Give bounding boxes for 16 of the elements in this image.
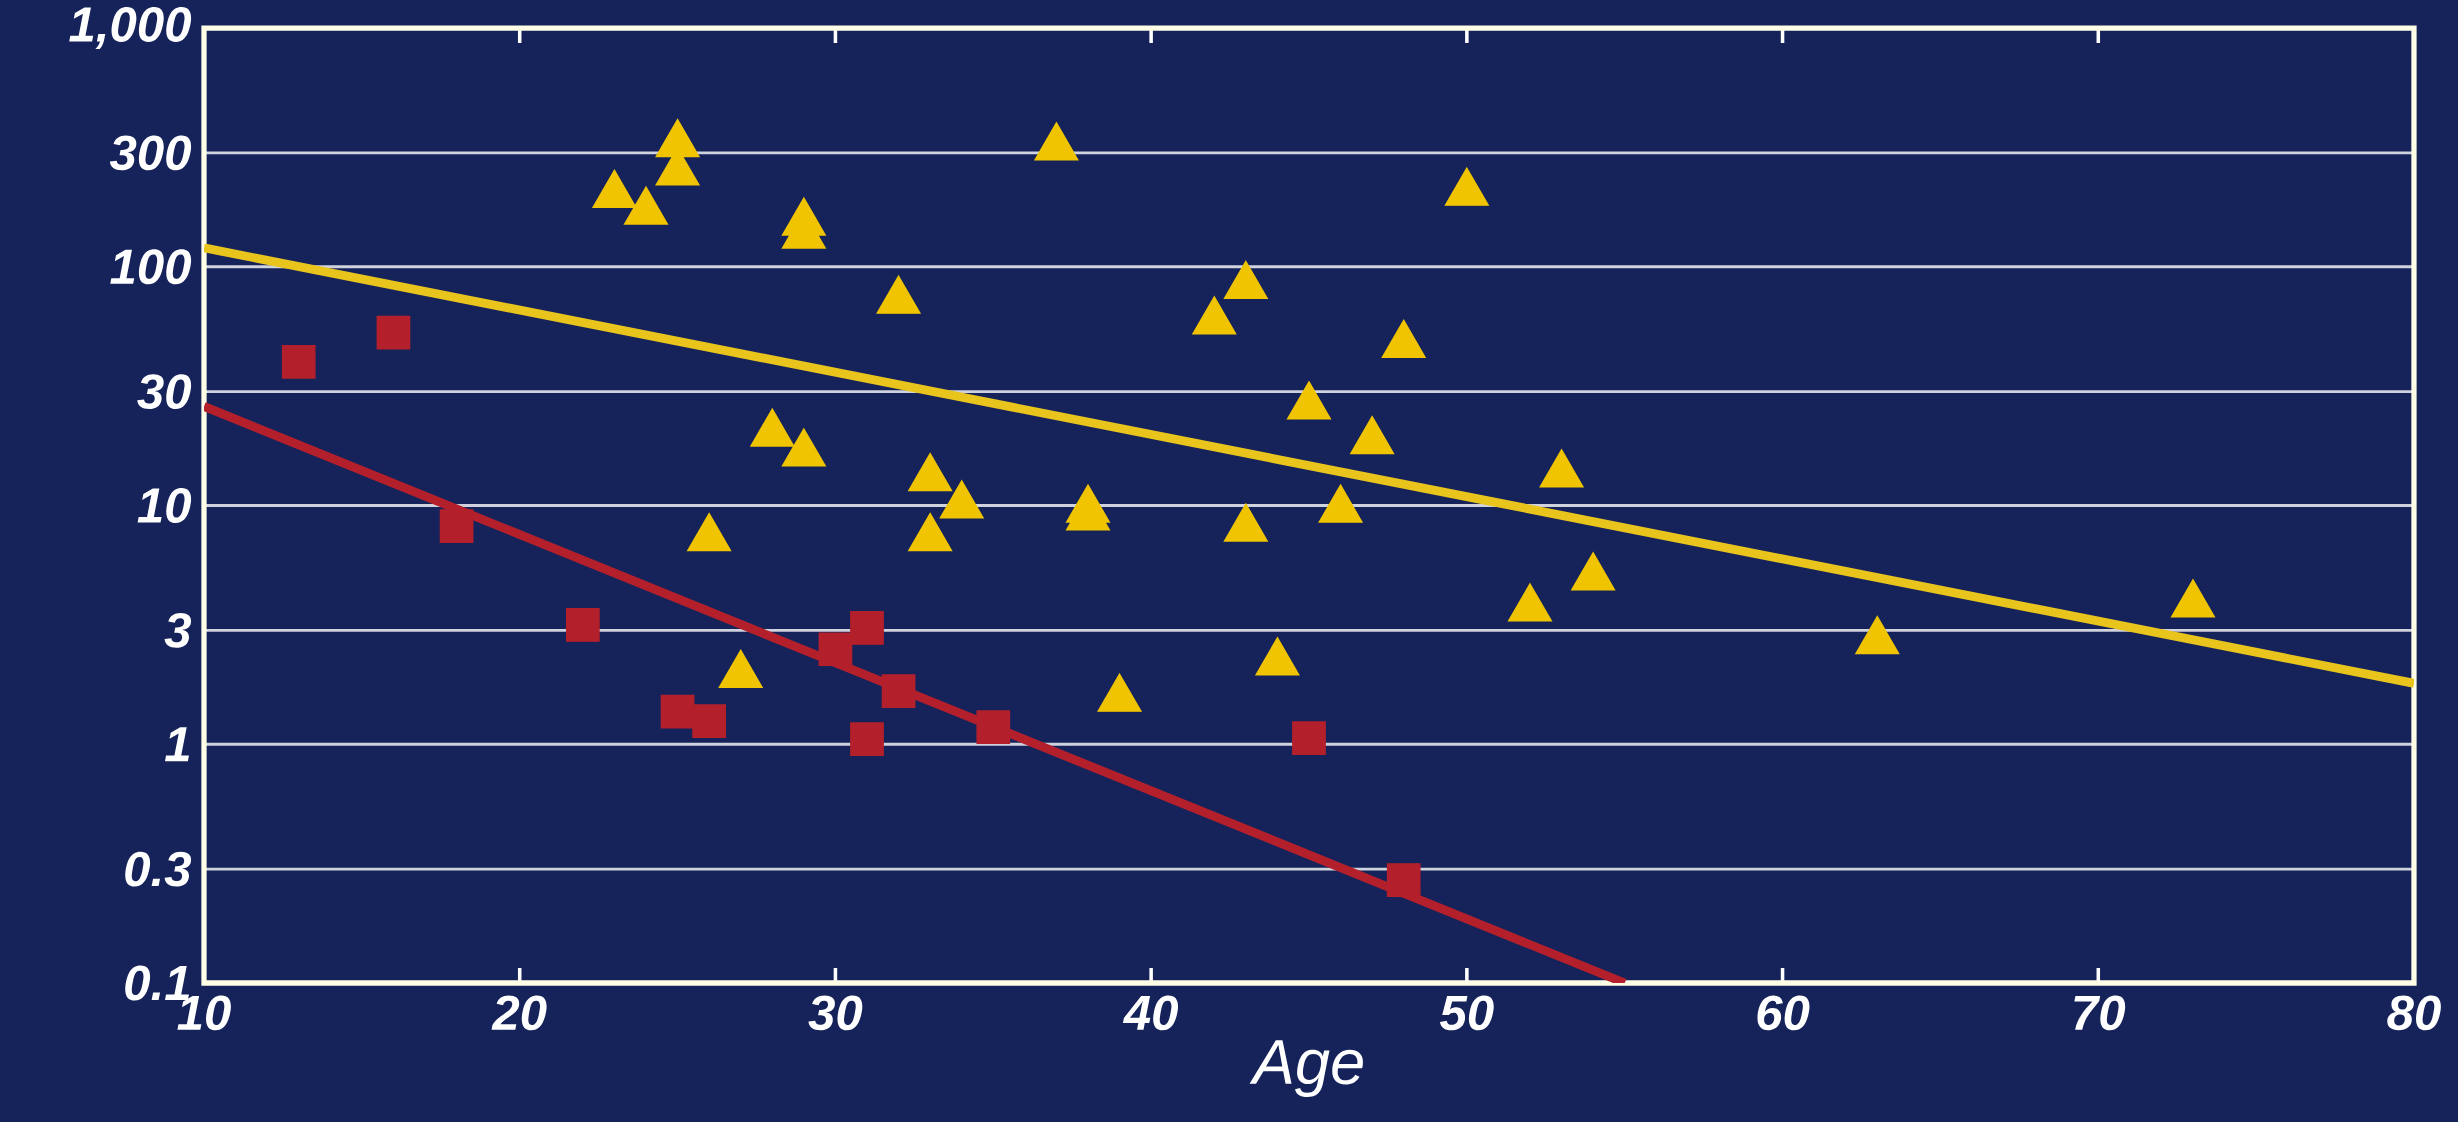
- y-tick-label: 30: [137, 374, 192, 410]
- x-tick-label: 80: [2387, 995, 2441, 1031]
- y-tick-label: 1,000: [69, 6, 192, 49]
- y-tick-label: 0.3: [125, 851, 192, 887]
- y-tick-label: 300: [109, 135, 192, 171]
- x-tick-label: 40: [1122, 995, 1179, 1031]
- y-tick-label: 3: [164, 612, 192, 648]
- x-tick-label: 50: [1439, 995, 1494, 1031]
- y-tick-label: 10: [137, 488, 192, 523]
- x-tick-label: 60: [1757, 995, 1810, 1031]
- y-tick-label: 1: [164, 727, 189, 762]
- x-tick-label: 20: [491, 995, 547, 1031]
- x-axis-title: Age: [1249, 1040, 1363, 1097]
- x-tick-label: 30: [808, 995, 863, 1031]
- y-tick-label: 100: [110, 249, 192, 285]
- x-tick-label: 70: [2074, 995, 2126, 1031]
